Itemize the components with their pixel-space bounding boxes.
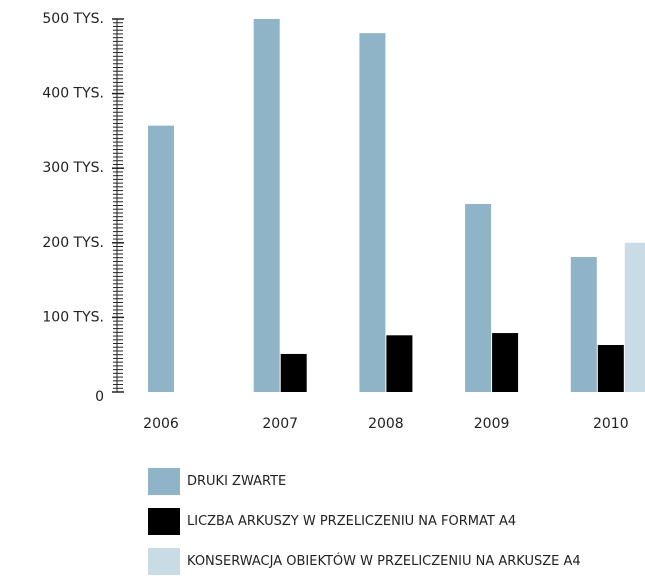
y-tick-label: 200 TYS. xyxy=(42,235,104,251)
legend-label: DRUKI ZWARTE xyxy=(187,474,287,489)
legend: DRUKI ZWARTE LICZBA ARKUSZY W PRZELICZENI… xyxy=(148,466,645,586)
legend-swatch xyxy=(148,468,180,495)
x-tick-label: 2009 xyxy=(474,416,510,432)
y-tick-label: 300 TYS. xyxy=(42,160,104,176)
bar xyxy=(359,33,386,392)
y-tick-label: 500 TYS. xyxy=(42,11,104,27)
legend-item: KONSERWACJA OBIEKTÓW W PRZELICZENIU NA A… xyxy=(148,546,645,586)
legend-label: KONSERWACJA OBIEKTÓW W PRZELICZENIU NA A… xyxy=(187,554,581,569)
y-tick-label: 0 xyxy=(95,389,104,405)
bar xyxy=(570,256,597,392)
bar xyxy=(148,125,174,392)
bar xyxy=(624,242,645,392)
bar xyxy=(386,335,413,392)
bar xyxy=(253,19,280,392)
legend-swatch xyxy=(148,548,180,575)
x-tick-label: 2006 xyxy=(143,416,179,432)
bar xyxy=(597,345,624,392)
x-tick-label: 2010 xyxy=(593,416,629,432)
legend-item: DRUKI ZWARTE xyxy=(148,466,645,506)
y-tick-label: 100 TYS. xyxy=(42,309,104,325)
bar xyxy=(280,353,307,392)
legend-item: LICZBA ARKUSZY W PRZELICZENIU NA FORMAT … xyxy=(148,506,645,546)
x-tick-label: 2008 xyxy=(368,416,404,432)
bar xyxy=(465,204,492,392)
bar xyxy=(492,333,519,392)
legend-swatch xyxy=(148,508,180,535)
legend-label: LICZBA ARKUSZY W PRZELICZENIU NA FORMAT … xyxy=(187,514,517,529)
chart: 0 100 TYS. 200 TYS. 300 TYS. 400 TYS. 500 TYS… xyxy=(42,11,645,432)
y-tick-label: 400 TYS. xyxy=(42,86,104,102)
x-tick-label: 2007 xyxy=(262,416,298,432)
